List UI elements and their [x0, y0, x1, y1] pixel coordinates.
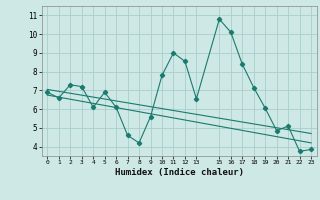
X-axis label: Humidex (Indice chaleur): Humidex (Indice chaleur): [115, 168, 244, 177]
